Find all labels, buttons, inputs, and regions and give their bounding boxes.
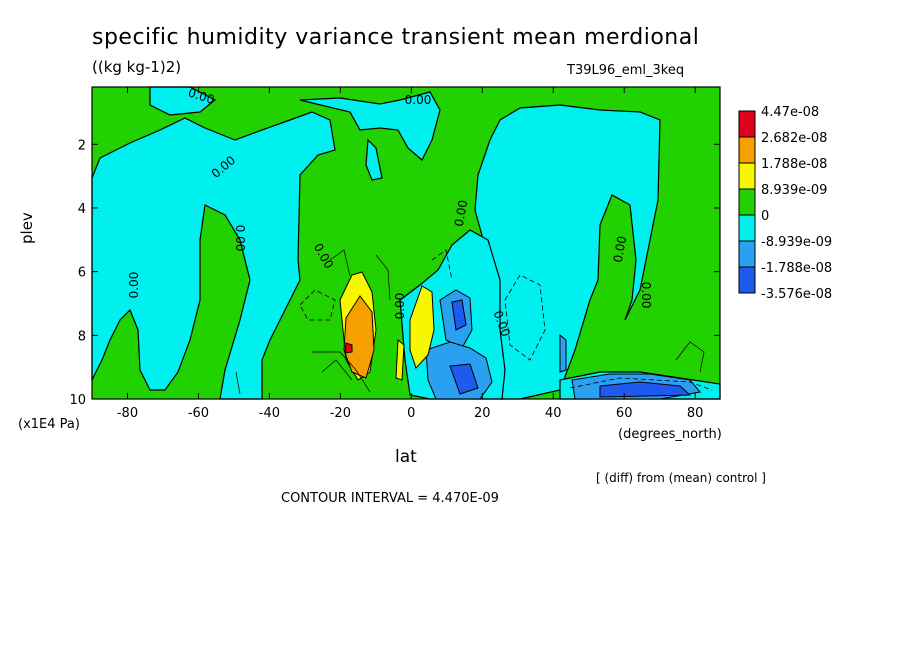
chart-title: specific humidity variance transient mea…	[92, 25, 700, 50]
contour-label: 0.00	[393, 293, 407, 320]
x-tick-label: -80	[117, 406, 138, 421]
diff-note: [ (diff) from (mean) control ]	[596, 471, 766, 485]
x-tick-label: -20	[330, 406, 351, 421]
experiment-id: T39L96_eml_3keq	[567, 63, 685, 78]
thin-contour-3	[675, 341, 705, 373]
region-red-left	[344, 342, 353, 354]
colorbar-label: -1.788e-08	[761, 261, 832, 276]
plot-frame	[91, 86, 721, 400]
x-tick-label: 40	[545, 406, 562, 421]
colorbar-label: -8.939e-09	[761, 235, 832, 250]
y-axis-units: (x1E4 Pa)	[18, 417, 80, 432]
colorbar-swatch	[738, 240, 756, 268]
thin-contour-5	[312, 351, 371, 393]
region-deep-blue-1	[451, 299, 467, 331]
colorbar-swatch	[738, 188, 756, 216]
contour-interval: CONTOUR INTERVAL = 4.470E-09	[281, 491, 499, 506]
colorbar-label: -3.576e-08	[761, 287, 832, 302]
contour-label: 0.00	[452, 199, 470, 228]
contour-label: 0.00	[639, 282, 653, 309]
thin-contour-4	[235, 371, 241, 395]
dashed-contour-3	[569, 377, 713, 391]
y-tick-label: 4	[78, 202, 86, 217]
colorbar-label: 4.47e-08	[761, 105, 819, 120]
colorbar-swatch	[738, 110, 756, 138]
x-axis-label: lat	[395, 447, 417, 467]
colorbar-swatch	[738, 214, 756, 242]
region-yellow-thin	[395, 338, 405, 381]
chart-units: ((kg kg-1)2)	[92, 58, 182, 76]
region-blue-4	[559, 333, 567, 373]
colorbar-legend: 4.47e-08 2.682e-08 1.788e-08 8.939e-09 0 -8.9…	[738, 105, 832, 302]
dashed-contour-1	[504, 274, 546, 361]
colorbar-label: 0	[761, 209, 769, 224]
thin-contour-6	[321, 359, 353, 381]
y-tick-label: 8	[78, 329, 86, 344]
region-negative-finger	[365, 138, 383, 181]
colorbar-label: 1.788e-08	[761, 157, 827, 172]
contour-label: 0.00	[127, 272, 141, 299]
x-tick-label: -60	[188, 406, 209, 421]
colorbar-label: 2.682e-08	[761, 131, 827, 146]
colorbar-swatch	[738, 266, 756, 294]
y-tick-label: 10	[69, 393, 86, 408]
dashed-contour-4	[431, 249, 453, 281]
colorbar-swatch	[738, 162, 756, 190]
region-yellow-right	[409, 285, 435, 369]
x-tick-label: -40	[259, 406, 280, 421]
dashed-contour-2	[299, 289, 336, 321]
region-deep-blue-2	[449, 363, 479, 395]
contour-label: 0.00	[233, 225, 247, 252]
colorbar-label: 8.939e-09	[761, 183, 827, 198]
thin-contour-1	[329, 249, 351, 277]
x-tick-label: 80	[687, 406, 704, 421]
x-axis-ticks: -80 -60 -40 -20 0 20 40 60 80	[117, 87, 704, 421]
thin-contour-2	[375, 254, 391, 301]
region-orange-left	[343, 295, 375, 379]
y-axis-ticks: 2 4 6 8 10	[69, 138, 720, 408]
x-axis-units: (degrees_north)	[618, 427, 722, 442]
region-deep-blue-3	[599, 381, 692, 398]
x-tick-label: 20	[474, 406, 491, 421]
x-tick-label: 60	[616, 406, 633, 421]
contour-label: 0.00	[405, 93, 432, 107]
colorbar-swatch	[738, 136, 756, 164]
region-negative-top-mid	[299, 91, 441, 161]
y-tick-label: 2	[78, 138, 86, 153]
y-tick-label: 6	[78, 266, 86, 281]
contour-label: 0.00	[611, 235, 629, 264]
x-tick-label: 0	[407, 406, 415, 421]
